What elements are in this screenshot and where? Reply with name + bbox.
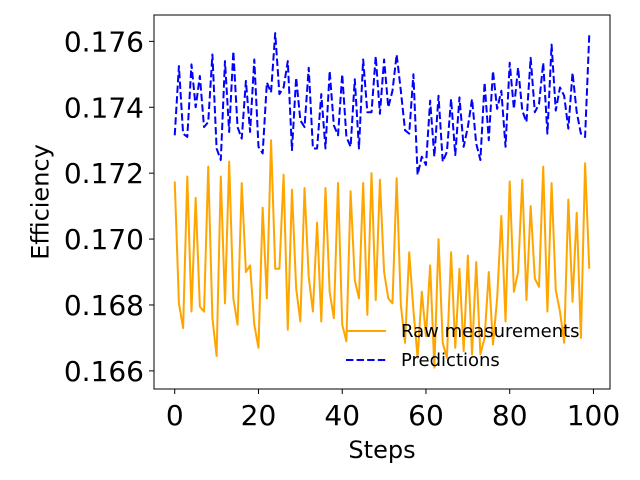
plot-frame [153, 14, 611, 390]
series-line-2 [173, 32, 591, 176]
x-axis-label: Steps [348, 436, 415, 464]
y-tick-label: 0.170 [64, 223, 144, 256]
legend-label-1: Raw measurements [401, 321, 580, 342]
x-tick-label: 40 [324, 399, 360, 432]
y-axis-label: Efficiency [26, 144, 54, 260]
x-tick-label: 80 [492, 399, 528, 432]
y-tick-label: 0.172 [64, 157, 144, 190]
legend-label-2: Predictions [401, 350, 500, 371]
x-tick-label: 20 [241, 399, 277, 432]
x-axis-ticks: 0 20 40 60 80 100 [166, 389, 620, 432]
y-tick-label: 0.174 [64, 91, 144, 124]
x-tick-label: 100 [567, 399, 620, 432]
plot-lines [173, 32, 591, 369]
x-tick-label: 60 [408, 399, 444, 432]
y-tick-label: 0.166 [64, 355, 144, 388]
y-tick-label: 0.168 [64, 289, 144, 322]
series-line-1 [173, 139, 591, 369]
y-tick-label: 0.176 [64, 25, 144, 58]
y-axis-ticks: 0.166 0.168 0.170 0.172 0.174 0.176 [64, 25, 154, 388]
legend: Raw measurements Predictions [346, 321, 580, 371]
x-tick-label: 0 [166, 399, 184, 432]
